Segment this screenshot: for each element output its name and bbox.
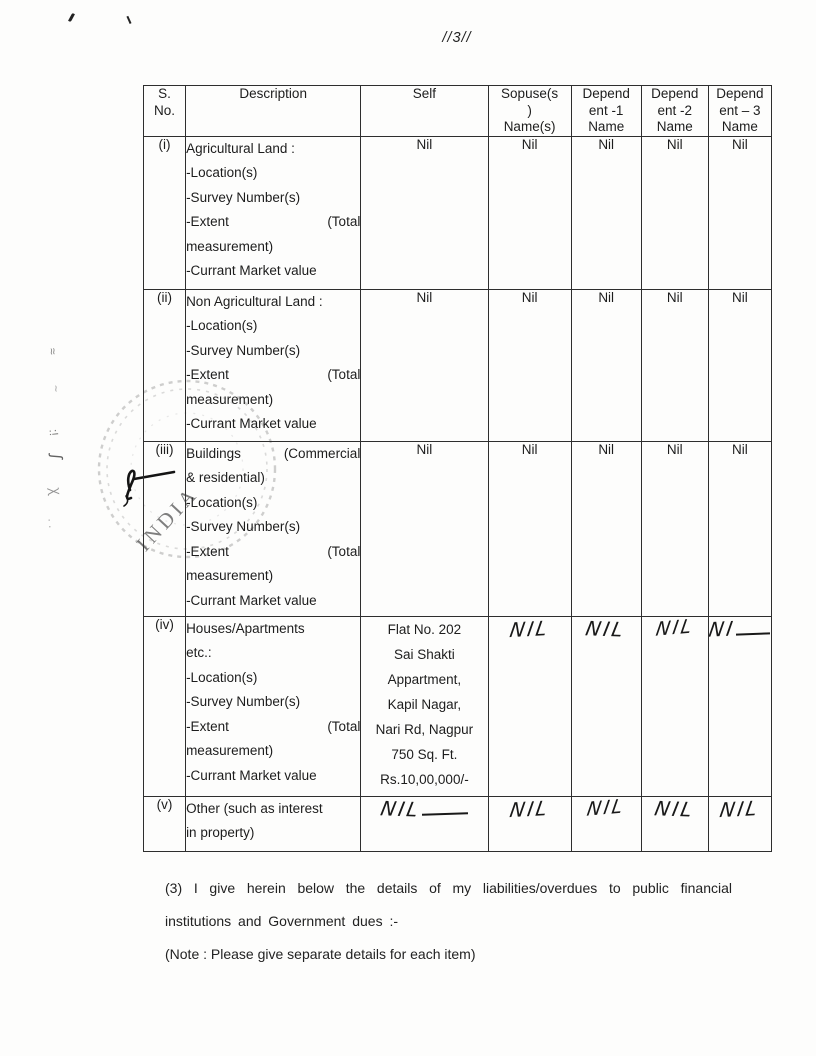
desc-line: Other (such as interest: [186, 800, 323, 816]
spouse-value-handwritten: NIL: [487, 615, 572, 797]
description-cell: Agricultural Land : -Location(s) -Survey…: [185, 135, 362, 290]
liabilities-section: (3) I give herein below the details of m…: [165, 872, 732, 971]
dependent-2-value: Nil: [640, 288, 709, 442]
desc-line: -Survey Number(s): [186, 519, 301, 534]
dependent-2-value-handwritten: NIL: [640, 615, 709, 797]
desc-line: etc.:: [186, 645, 212, 660]
margin-mark: . .: [45, 517, 61, 529]
desc-line: -Location(s): [186, 318, 258, 333]
table-row-buildings: (iii) Buildings (Commercial & residentia…: [142, 440, 773, 617]
spouse-value: Nil: [487, 135, 572, 290]
desc-line: -Survey Number(s): [186, 694, 301, 709]
table-row-houses-apartments: (iv) Houses/Apartments etc.: -Location(s…: [142, 615, 773, 797]
desc-line: -Currant Market value: [186, 592, 317, 608]
header-dependent-1: Depend ent -1 Name: [570, 85, 642, 137]
description-cell: Other (such as interest in property): [185, 795, 362, 852]
dependent-3-value-handwritten: NIL: [707, 795, 773, 852]
property-declaration-table: S. No. Description Self Sopuse(s ) Name(…: [142, 85, 773, 852]
description-cell: Houses/Apartments etc.: -Location(s) -Su…: [185, 615, 362, 797]
desc-line: -Extent (Total: [186, 214, 361, 229]
desc-line: -Location(s): [186, 494, 258, 510]
desc-line: measurement): [186, 568, 274, 583]
desc-line: -Currant Market value: [186, 416, 317, 431]
dependent-2-value-handwritten: NIL: [640, 795, 709, 852]
row-number: (iii): [142, 440, 187, 617]
header-sno: S. No.: [142, 85, 187, 137]
table-header-row: S. No. Description Self Sopuse(s ) Name(…: [142, 85, 773, 137]
desc-line: -Location(s): [186, 669, 258, 685]
self-value: Nil: [360, 288, 489, 442]
dependent-3-value: Nil: [707, 288, 773, 442]
dependent-1-value-handwritten: NIL: [570, 615, 642, 797]
row-number: (v): [142, 795, 187, 852]
margin-mark: ≈: [45, 347, 60, 356]
header-self: Self: [360, 85, 489, 137]
header-description: Description: [185, 85, 362, 137]
table-row-other-interest: (v) Other (such as interest in property)…: [142, 795, 773, 852]
description-cell: Non Agricultural Land : -Location(s) -Su…: [185, 288, 362, 442]
desc-line: measurement): [186, 743, 274, 758]
row-number: (i): [142, 135, 187, 290]
header-dependent-2: Depend ent -2 Name: [640, 85, 709, 137]
row-number: (ii): [142, 288, 187, 442]
spouse-value-handwritten: NIL: [487, 795, 572, 852]
header-spouse: Sopuse(s ) Name(s): [487, 85, 572, 137]
margin-mark: Ꭓ: [47, 486, 62, 497]
margin-mark: ʃ: [47, 453, 65, 459]
dependent-1-value: Nil: [570, 135, 642, 290]
dependent-1-value: Nil: [570, 288, 642, 442]
desc-line: measurement): [186, 238, 274, 254]
header-dependent-3: Depend ent – 3 Name: [707, 85, 773, 137]
dependent-1-value-handwritten: NIL: [570, 795, 642, 852]
desc-line: -Extent (Total: [186, 543, 361, 559]
dependent-3-value-handwritten: NI: [707, 615, 773, 797]
dependent-3-value: Nil: [707, 135, 773, 290]
note-line: (Note : Please give separate details for…: [165, 946, 476, 962]
page-number: //3//: [442, 30, 472, 46]
desc-line: -Currant Market value: [186, 767, 317, 783]
self-value: Nil: [360, 135, 489, 290]
ink-tail: [421, 811, 468, 816]
dependent-3-value: Nil: [707, 440, 773, 617]
desc-line: -Survey Number(s): [186, 189, 301, 205]
dependent-2-value: Nil: [640, 135, 709, 290]
self-value-address: Flat No. 202 Sai Shakti Appartment, Kapi…: [360, 615, 489, 797]
desc-line: Non Agricultural Land :: [186, 293, 323, 309]
desc-line: Houses/Apartments: [186, 620, 305, 636]
desc-line: in property): [186, 825, 255, 840]
spouse-value: Nil: [487, 440, 572, 617]
ink-tail: [736, 631, 771, 636]
desc-line: -Extent (Total: [186, 367, 361, 382]
desc-line: -Location(s): [186, 165, 258, 180]
self-value-handwritten: NIL: [360, 795, 489, 852]
liabilities-paragraph: (3) I give herein below the details of m…: [165, 880, 732, 929]
desc-line: & residential): [186, 470, 265, 485]
desc-line: Buildings (Commercial: [186, 445, 361, 461]
table-row-non-agricultural-land: (ii) Non Agricultural Land : -Location(s…: [142, 288, 773, 442]
row-number: (iv): [142, 615, 187, 797]
ink-speck: [68, 12, 75, 23]
desc-line: -Extent (Total: [186, 718, 361, 734]
desc-line: -Survey Number(s): [186, 342, 301, 358]
desc-line: -Currant Market value: [186, 263, 317, 278]
desc-line: measurement): [186, 391, 274, 407]
dependent-1-value: Nil: [570, 440, 642, 617]
table-row-agricultural-land: (i) Agricultural Land : -Location(s) -Su…: [142, 135, 773, 290]
margin-ink-marks: ≈ ~ :! ʃ Ꭓ . .: [30, 347, 70, 540]
spouse-value: Nil: [487, 288, 572, 442]
self-value: Nil: [360, 440, 489, 617]
desc-line: Agricultural Land :: [186, 140, 295, 156]
description-cell: Buildings (Commercial & residential) -Lo…: [185, 440, 362, 617]
dependent-2-value: Nil: [640, 440, 709, 617]
ink-speck: [126, 16, 132, 24]
margin-mark: ~: [48, 384, 64, 393]
